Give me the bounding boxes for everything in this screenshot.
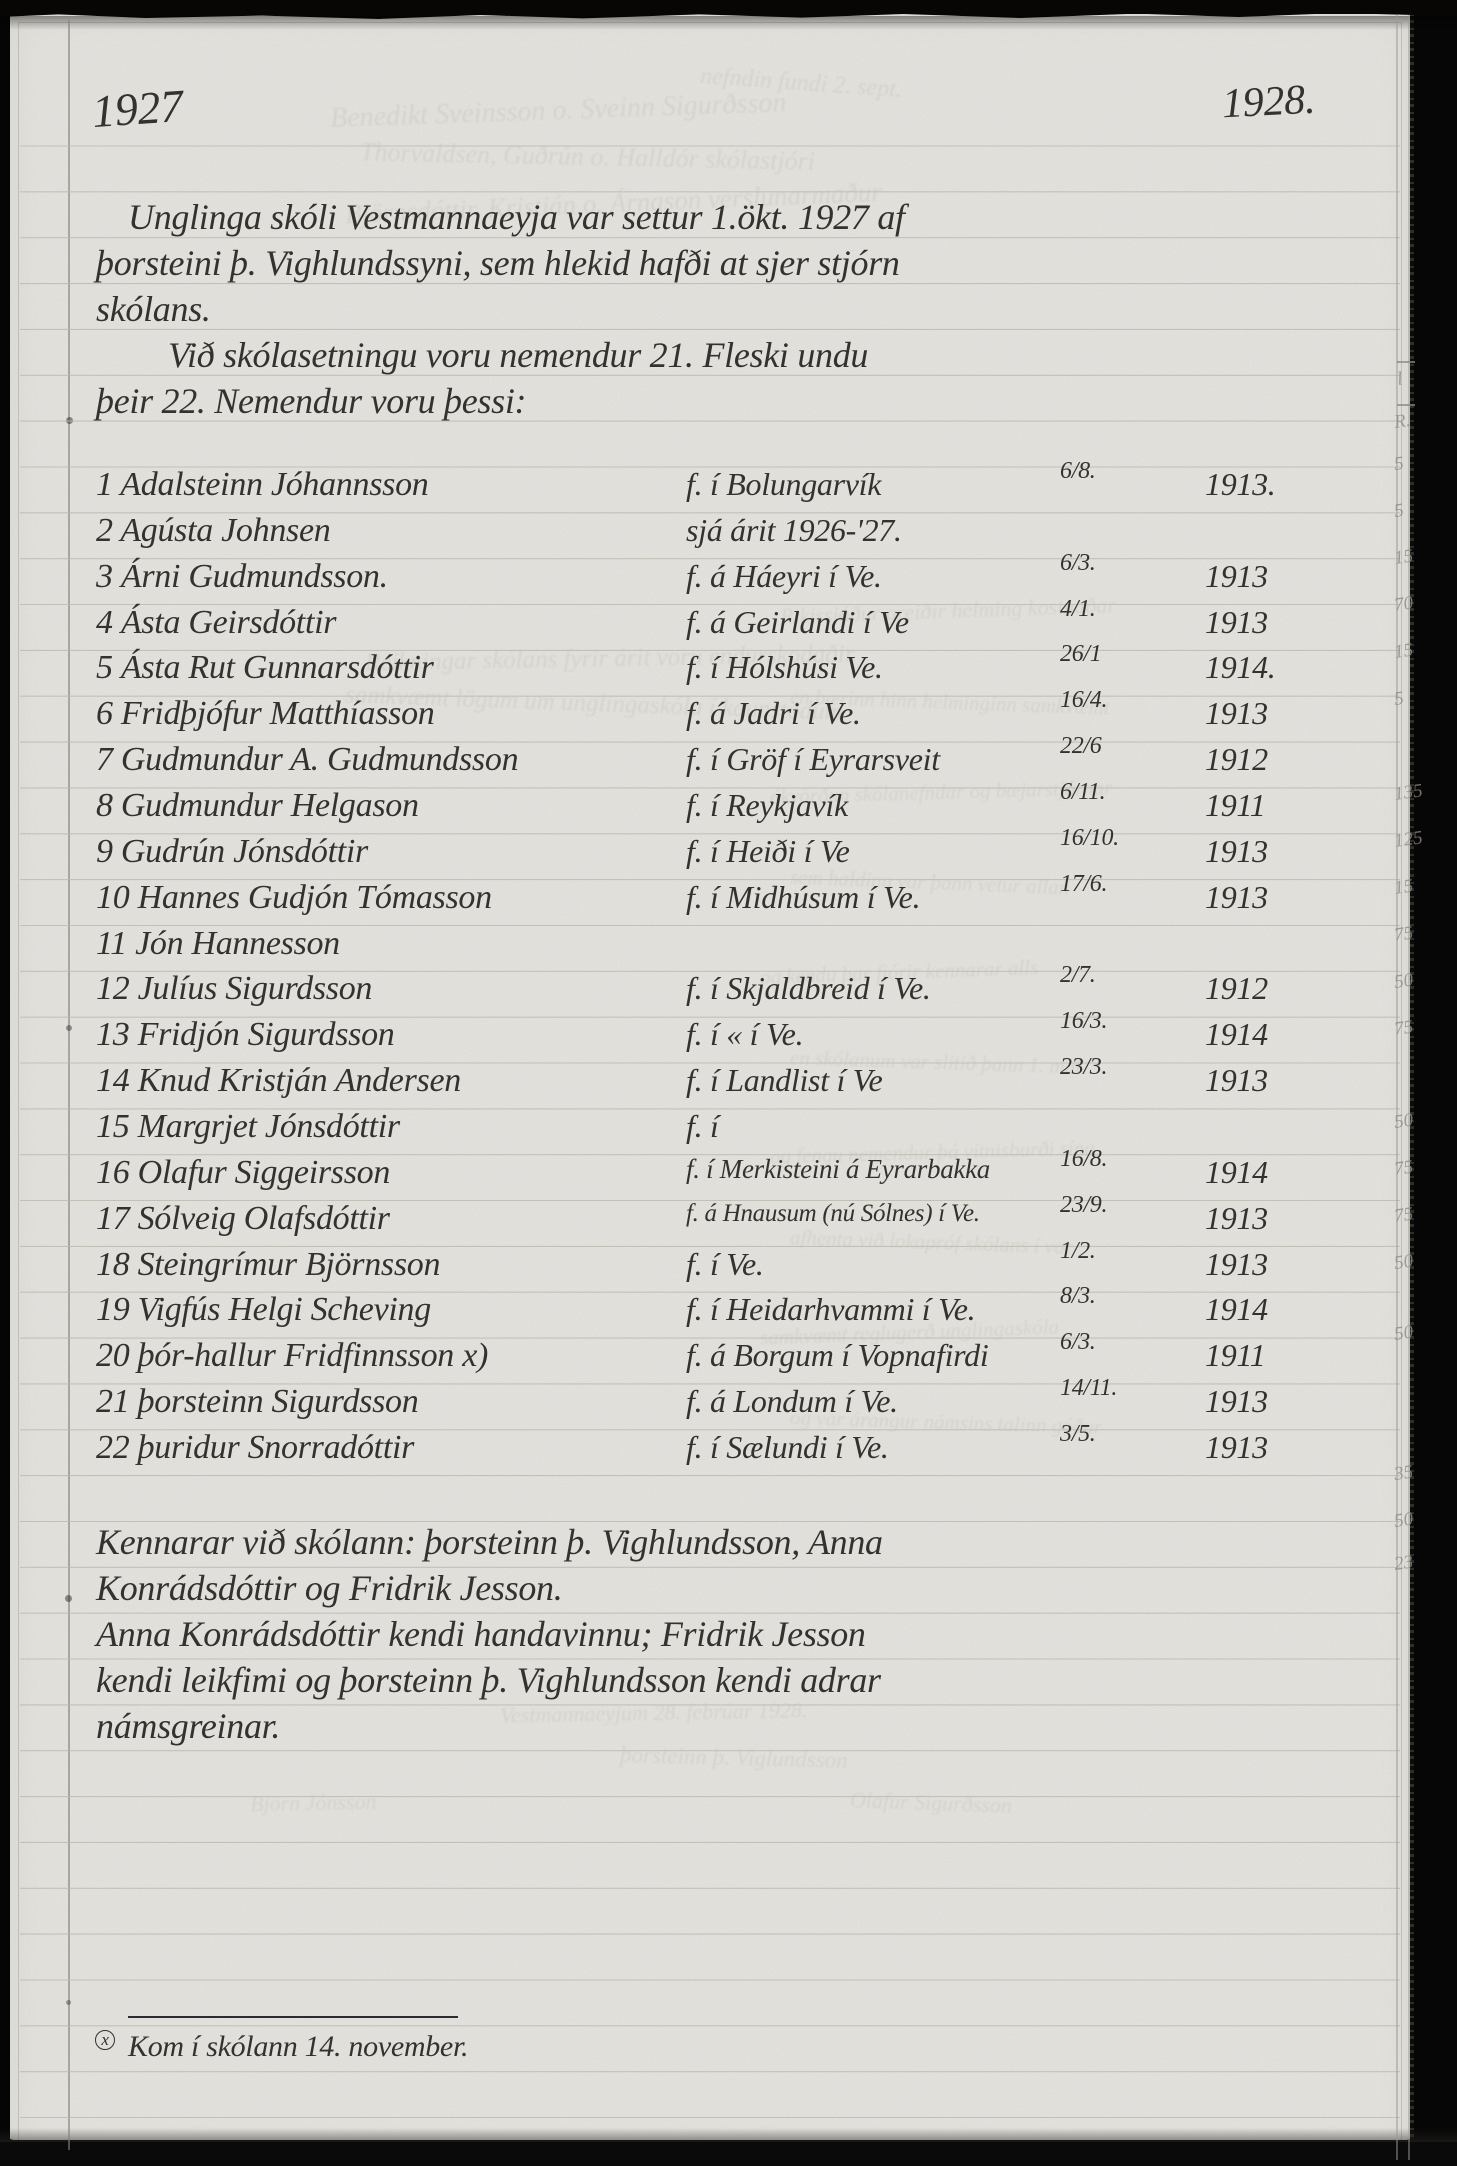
svg-text:75: 75 [1393,923,1415,946]
svg-text:50: 50 [1393,969,1415,993]
svg-text:5: 5 [1393,500,1405,522]
svg-text:75: 75 [1393,1017,1415,1040]
svg-text:15: 15 [1393,640,1415,663]
svg-text:5: 5 [1393,453,1405,475]
svg-text:125: 125 [1393,827,1424,852]
svg-text:70: 70 [1393,592,1415,616]
svg-text:75: 75 [1393,1157,1415,1180]
svg-text:50: 50 [1393,1109,1415,1133]
svg-text:50: 50 [1393,1321,1415,1345]
svg-text:5: 5 [1393,688,1405,710]
svg-text:135: 135 [1393,780,1424,805]
svg-text:35: 35 [1392,1462,1415,1486]
svg-text:23: 23 [1393,1552,1415,1575]
svg-text:50: 50 [1393,1508,1415,1532]
svg-text:15: 15 [1393,546,1415,569]
svg-text:50: 50 [1393,1250,1415,1274]
svg-text:R.: R. [1392,410,1412,433]
svg-text:75: 75 [1393,1204,1415,1227]
svg-text:15: 15 [1393,876,1415,899]
